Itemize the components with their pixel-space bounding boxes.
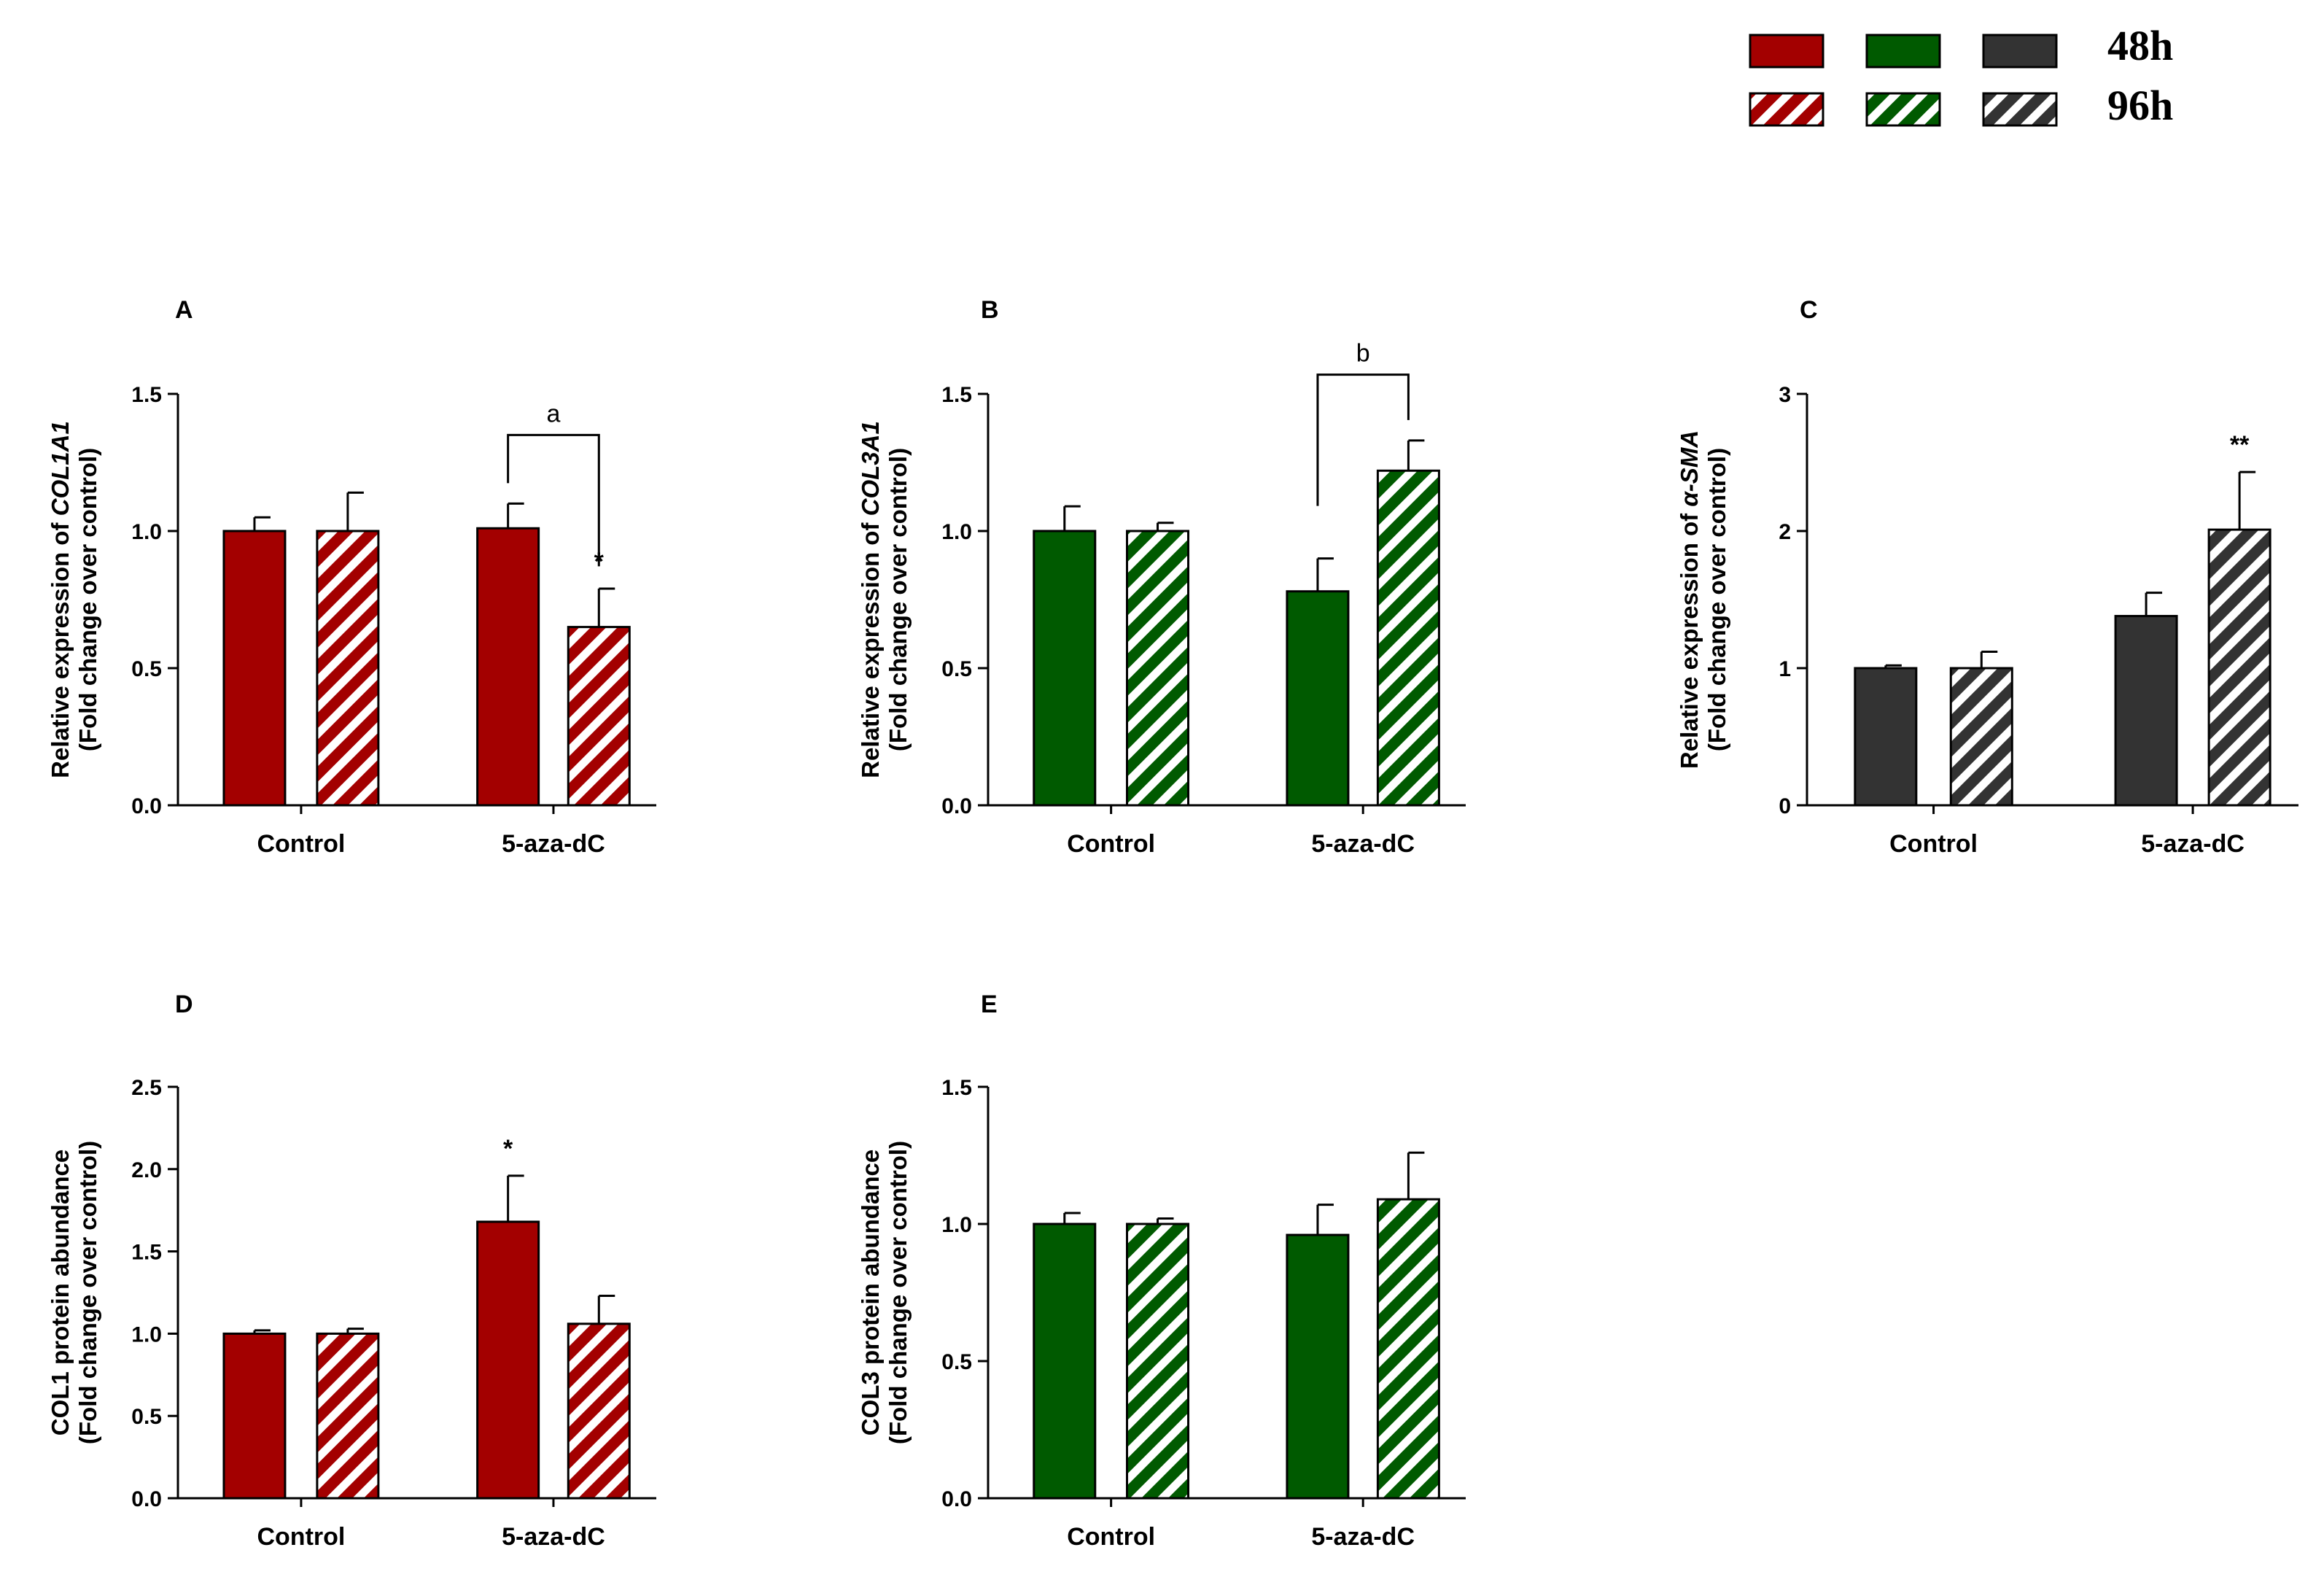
- bar-control-48h: [222, 530, 287, 807]
- bar-5-aza-dc-96h: [567, 1322, 631, 1500]
- y-tick-label: 1.0: [131, 1322, 162, 1347]
- panel-label: D: [175, 991, 193, 1018]
- legend-label-96h: 96h: [2107, 82, 2173, 129]
- y-axis-label-line2: (Fold change over control): [1703, 448, 1730, 751]
- panel-label: C: [1800, 296, 1818, 324]
- significance-marker: **: [2230, 431, 2250, 459]
- panel-a: A 0.0 0.5 1.0 1.5 Control 5-aza-dC Relative exp…: [47, 296, 656, 858]
- bar-control-48h: [1854, 667, 1918, 807]
- legend-swatch-red-96h: [1749, 92, 1824, 127]
- y-axis-label: Relative expression of α-SMA: [1676, 430, 1703, 769]
- x-tick-label: Control: [257, 1523, 345, 1551]
- x-tick-label: Control: [1067, 1523, 1155, 1551]
- bar-5-aza-dc-96h: [1376, 469, 1440, 807]
- bar-control-48h: [222, 1332, 287, 1500]
- y-tick-label: 0.5: [941, 1350, 972, 1374]
- x-tick-label: 5-aza-dC: [2141, 830, 2245, 858]
- bar-5-aza-dc-48h: [1286, 1233, 1350, 1500]
- comparison-bracket: [1316, 373, 1410, 506]
- comparison-label: a: [546, 400, 560, 427]
- x-tick-label: 5-aza-dC: [502, 830, 605, 858]
- y-tick-label: 1.5: [941, 1076, 972, 1100]
- panel-label: E: [981, 991, 998, 1018]
- y-tick-label: 0.5: [131, 657, 162, 681]
- y-tick-label: 0.0: [941, 794, 972, 818]
- x-tick-label: Control: [257, 830, 345, 858]
- y-axis-label-line2: (Fold change over control): [885, 448, 912, 751]
- y-tick-label: 3: [1779, 383, 1791, 407]
- y-tick-label: 2.0: [131, 1158, 162, 1182]
- y-axis-label-line2: (Fold change over control): [885, 1141, 912, 1444]
- panel-d: D 0.0 0.5 1.0 1.5 2.0 2.5 Control 5-aza-dC COL1 p…: [47, 991, 656, 1551]
- legend-swatch-red-48h: [1749, 34, 1824, 69]
- y-axis-label-line2: (Fold change over control): [74, 448, 101, 751]
- y-tick-label: 1.0: [941, 1213, 972, 1237]
- bar-control-96h: [1126, 530, 1190, 807]
- panel-label: A: [175, 296, 193, 324]
- bar-5-aza-dc-48h: [2114, 615, 2178, 807]
- legend-swatch-green-48h: [1865, 34, 1941, 69]
- y-tick-label: 1.0: [131, 520, 162, 544]
- bar-5-aza-dc-48h: [476, 1220, 540, 1500]
- bar-control-96h: [1949, 667, 2013, 807]
- bar-5-aza-dc-48h: [476, 527, 540, 807]
- legend-swatch-gray-96h: [1982, 92, 2058, 127]
- bar-control-96h: [316, 530, 380, 807]
- x-tick-label: Control: [1889, 830, 1978, 858]
- comparison-label: b: [1356, 340, 1370, 368]
- legend: 48h 96h: [1749, 22, 2173, 129]
- y-tick-label: 1.5: [131, 383, 162, 407]
- legend-swatch-gray-48h: [1982, 34, 2058, 69]
- bar-control-48h: [1033, 530, 1097, 807]
- panel-e: E 0.0 0.5 1.0 1.5 Control 5-aza-dC COL3 protein…: [857, 991, 1466, 1551]
- y-tick-label: 0.0: [131, 794, 162, 818]
- bar-control-48h: [1033, 1223, 1097, 1500]
- y-tick-label: 0.5: [131, 1405, 162, 1429]
- panel-b: B 0.0 0.5 1.0 1.5 Control 5-aza-dC Relative exp…: [857, 296, 1466, 858]
- bar-control-96h: [1126, 1223, 1190, 1500]
- y-tick-label: 0.5: [941, 657, 972, 681]
- bar-5-aza-dc-96h: [2207, 528, 2271, 807]
- y-axis-label: Relative expression of COL3A1: [857, 421, 884, 778]
- bar-5-aza-dc-48h: [1286, 590, 1350, 807]
- y-tick-label: 1.5: [941, 383, 972, 407]
- y-tick-label: 0.0: [131, 1487, 162, 1511]
- panel-label: B: [981, 296, 999, 324]
- y-tick-label: 2: [1779, 520, 1791, 544]
- y-tick-label: 0: [1779, 794, 1791, 818]
- y-axis-label: COL3 protein abundance: [857, 1150, 884, 1435]
- x-tick-label: 5-aza-dC: [1311, 830, 1415, 858]
- legend-swatch-green-96h: [1865, 92, 1941, 127]
- y-axis-label: COL1 protein abundance: [47, 1150, 74, 1435]
- significance-marker: *: [503, 1135, 513, 1163]
- x-tick-label: 5-aza-dC: [1311, 1523, 1415, 1551]
- bar-5-aza-dc-96h: [1376, 1198, 1440, 1500]
- x-tick-label: 5-aza-dC: [502, 1523, 605, 1551]
- y-axis-label: Relative expression of COL1A1: [47, 421, 74, 778]
- panel-c: C 0 1 2 3 Control 5-aza-dC Relative expression …: [1676, 296, 2298, 858]
- y-axis-label-line2: (Fold change over control): [74, 1141, 101, 1444]
- y-tick-label: 2.5: [131, 1076, 162, 1100]
- y-tick-label: 0.0: [941, 1487, 972, 1511]
- x-tick-label: Control: [1067, 830, 1155, 858]
- y-tick-label: 1: [1779, 657, 1791, 681]
- y-tick-label: 1.0: [941, 520, 972, 544]
- y-tick-label: 1.5: [131, 1241, 162, 1265]
- legend-label-48h: 48h: [2107, 22, 2173, 69]
- comparison-bracket: [507, 433, 600, 567]
- bar-5-aza-dc-96h: [567, 626, 631, 807]
- bar-control-96h: [316, 1332, 380, 1500]
